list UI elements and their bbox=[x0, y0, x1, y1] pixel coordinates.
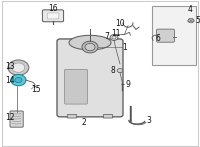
FancyBboxPatch shape bbox=[103, 115, 113, 118]
FancyBboxPatch shape bbox=[67, 115, 77, 118]
Text: 3: 3 bbox=[146, 116, 151, 125]
Text: 6: 6 bbox=[155, 34, 160, 43]
Text: 8: 8 bbox=[111, 66, 116, 75]
FancyBboxPatch shape bbox=[157, 29, 174, 42]
Text: 2: 2 bbox=[82, 118, 86, 127]
FancyBboxPatch shape bbox=[10, 111, 23, 127]
Circle shape bbox=[8, 60, 29, 75]
Circle shape bbox=[12, 63, 25, 72]
Text: 15: 15 bbox=[31, 85, 41, 94]
Ellipse shape bbox=[69, 35, 111, 50]
Circle shape bbox=[112, 36, 116, 39]
Text: 7: 7 bbox=[104, 31, 109, 41]
FancyBboxPatch shape bbox=[42, 10, 64, 22]
FancyBboxPatch shape bbox=[64, 69, 88, 104]
Circle shape bbox=[85, 43, 95, 51]
Text: 4: 4 bbox=[187, 5, 192, 14]
Text: 5: 5 bbox=[195, 16, 200, 25]
Text: 11: 11 bbox=[112, 29, 121, 38]
Text: 12: 12 bbox=[5, 113, 14, 122]
Text: 9: 9 bbox=[126, 80, 130, 89]
FancyBboxPatch shape bbox=[47, 13, 59, 19]
Text: 1: 1 bbox=[122, 42, 127, 52]
Circle shape bbox=[188, 18, 194, 23]
Circle shape bbox=[117, 69, 123, 73]
Circle shape bbox=[110, 35, 118, 40]
Circle shape bbox=[11, 75, 26, 86]
Circle shape bbox=[82, 41, 98, 53]
Text: 16: 16 bbox=[48, 4, 58, 13]
FancyBboxPatch shape bbox=[57, 39, 123, 117]
Text: 13: 13 bbox=[5, 62, 15, 71]
Circle shape bbox=[15, 77, 22, 83]
Text: 14: 14 bbox=[5, 76, 15, 85]
FancyBboxPatch shape bbox=[152, 6, 196, 65]
Text: 10: 10 bbox=[115, 19, 124, 29]
